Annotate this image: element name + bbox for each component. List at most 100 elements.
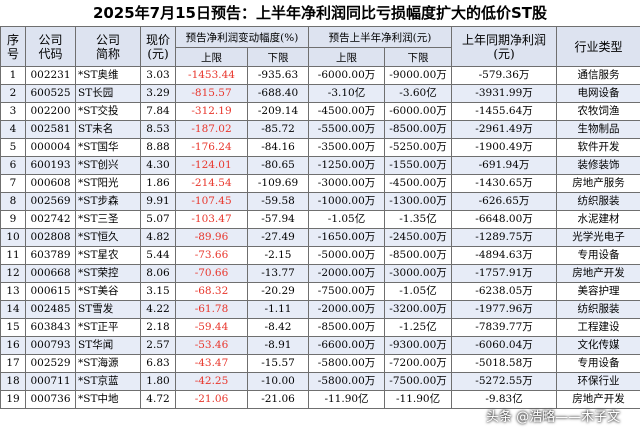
cell-seq: 10 bbox=[0, 228, 26, 247]
cell-profit-upper: -3.10亿 bbox=[308, 84, 386, 103]
cell-change-lower: -10.00 bbox=[246, 372, 310, 391]
cell-code: 002485 bbox=[25, 300, 76, 319]
cell-profit-lower: -1550.00万 bbox=[384, 156, 453, 175]
cell-code: 002569 bbox=[25, 192, 76, 211]
cell-profit-lower: -3.60亿 bbox=[384, 84, 453, 103]
table-row: 7 000608 *ST阳光 1.86 -214.54 -109.69 -3000.00万 -… bbox=[0, 174, 640, 193]
cell-change-lower: -80.65 bbox=[246, 156, 310, 175]
cell-price: 3.29 bbox=[140, 84, 176, 103]
cell-change-upper: -187.02 bbox=[175, 120, 248, 139]
cell-prev-profit: -6238.05万 bbox=[451, 282, 558, 301]
cell-change-upper: -1453.44 bbox=[175, 66, 248, 85]
cell-code: 603789 bbox=[25, 246, 76, 265]
cell-profit-upper: -8500.00万 bbox=[308, 318, 386, 337]
cell-industry: 文化传媒 bbox=[556, 336, 640, 355]
cell-prev-profit: -626.65万 bbox=[451, 192, 558, 211]
header-change-upper: 上限 bbox=[175, 47, 248, 67]
cell-seq: 3 bbox=[0, 102, 26, 121]
cell-code: 002742 bbox=[25, 210, 76, 229]
cell-prev-profit: -1455.64万 bbox=[451, 102, 558, 121]
cell-prev-profit: -2961.49万 bbox=[451, 120, 558, 139]
cell-seq: 9 bbox=[0, 210, 26, 229]
cell-change-lower: -209.14 bbox=[246, 102, 310, 121]
cell-industry: 软件开发 bbox=[556, 138, 640, 157]
cell-industry: 房地产开发 bbox=[556, 390, 640, 409]
cell-name: ST未名 bbox=[75, 120, 141, 139]
table-row: 16 000793 ST华闻 2.57 -53.46 -8.91 -6600.00万 -930… bbox=[0, 336, 640, 355]
cell-change-lower: -59.58 bbox=[246, 192, 310, 211]
cell-price: 1.80 bbox=[140, 372, 176, 391]
header-profit-lower: 下限 bbox=[384, 47, 453, 67]
table-row: 8 002569 *ST步森 9.91 -107.45 -59.58 -1000.00万 -1… bbox=[0, 192, 640, 211]
cell-industry: 装修装饰 bbox=[556, 156, 640, 175]
cell-price: 1.86 bbox=[140, 174, 176, 193]
cell-price: 8.06 bbox=[140, 264, 176, 283]
cell-change-upper: -107.45 bbox=[175, 192, 248, 211]
table-row: 5 000004 *ST国华 8.88 -176.24 -84.16 -3500.00万 -5… bbox=[0, 138, 640, 157]
header-change-lower: 下限 bbox=[246, 47, 310, 67]
cell-price: 4.22 bbox=[140, 300, 176, 319]
cell-change-lower: -20.29 bbox=[246, 282, 310, 301]
cell-profit-lower: -2450.00万 bbox=[384, 228, 453, 247]
cell-change-lower: -21.06 bbox=[246, 390, 310, 409]
header-price: 现价(元) bbox=[140, 26, 176, 67]
cell-seq: 17 bbox=[0, 354, 26, 373]
header-name: 公司简称 bbox=[75, 26, 141, 67]
cell-name: *ST海源 bbox=[75, 354, 141, 373]
cell-profit-lower: -1.05亿 bbox=[384, 282, 453, 301]
cell-name: ST华闻 bbox=[75, 336, 141, 355]
page-title: 2025年7月15日预告：上半年净利润同比亏损幅度扩大的低价ST股 bbox=[92, 4, 548, 22]
cell-change-lower: -8.91 bbox=[246, 336, 310, 355]
cell-change-lower: -27.49 bbox=[246, 228, 310, 247]
cell-name: *ST阳光 bbox=[75, 174, 141, 193]
header-profit-upper: 上限 bbox=[308, 47, 386, 67]
cell-change-upper: -312.19 bbox=[175, 102, 248, 121]
st-forecast-table: 序号 公司代码 公司简称 现价(元) 预告净利润变动幅度(%) 预告上半年净利润… bbox=[0, 26, 640, 409]
cell-industry: 通信服务 bbox=[556, 66, 640, 85]
table-row: 10 002808 *ST恒久 4.82 -89.96 -27.49 -1650.00万 -2… bbox=[0, 228, 640, 247]
cell-industry: 农牧饲渔 bbox=[556, 102, 640, 121]
header-industry: 行业类型 bbox=[556, 26, 640, 67]
cell-prev-profit: -7839.77万 bbox=[451, 318, 558, 337]
cell-name: *ST正平 bbox=[75, 318, 141, 337]
cell-change-upper: -103.47 bbox=[175, 210, 248, 229]
table-row: 18 000711 *ST京蓝 1.80 -42.25 -10.00 -5800.00万 -7… bbox=[0, 372, 640, 391]
cell-name: *ST京蓝 bbox=[75, 372, 141, 391]
cell-change-upper: -53.46 bbox=[175, 336, 248, 355]
cell-code: 000004 bbox=[25, 138, 76, 157]
cell-code: 000711 bbox=[25, 372, 76, 391]
cell-profit-lower: -3000.00万 bbox=[384, 264, 453, 283]
cell-code: 002200 bbox=[25, 102, 76, 121]
cell-profit-upper: -4500.00万 bbox=[308, 102, 386, 121]
cell-profit-lower: -7500.00万 bbox=[384, 372, 453, 391]
cell-change-upper: -43.47 bbox=[175, 354, 248, 373]
cell-name: *ST奥维 bbox=[75, 66, 141, 85]
cell-prev-profit: -1900.49万 bbox=[451, 138, 558, 157]
cell-prev-profit: -3931.99万 bbox=[451, 84, 558, 103]
cell-industry: 美容护理 bbox=[556, 282, 640, 301]
cell-profit-upper: -1250.00万 bbox=[308, 156, 386, 175]
table-row: 1 002231 *ST奥维 3.03 -1453.44 -935.63 -6000.00万… bbox=[0, 66, 640, 85]
cell-seq: 12 bbox=[0, 264, 26, 283]
cell-price: 5.44 bbox=[140, 246, 176, 265]
cell-change-lower: -8.42 bbox=[246, 318, 310, 337]
cell-name: *ST三圣 bbox=[75, 210, 141, 229]
watermark: 头条 @浩略——木子文 bbox=[486, 410, 621, 425]
header-seq: 序号 bbox=[0, 26, 26, 67]
cell-industry: 专用设备 bbox=[556, 246, 640, 265]
cell-prev-profit: -6060.04万 bbox=[451, 336, 558, 355]
cell-change-lower: -85.72 bbox=[246, 120, 310, 139]
cell-prev-profit: -5018.58万 bbox=[451, 354, 558, 373]
cell-price: 3.03 bbox=[140, 66, 176, 85]
table-row: 2 600525 ST长园 3.29 -815.57 -688.40 -3.10亿 -3.60… bbox=[0, 84, 640, 103]
cell-profit-lower: -6000.00万 bbox=[384, 102, 453, 121]
cell-code: 000736 bbox=[25, 390, 76, 409]
cell-industry: 生物制品 bbox=[556, 120, 640, 139]
cell-name: *ST创兴 bbox=[75, 156, 141, 175]
cell-seq: 5 bbox=[0, 138, 26, 157]
cell-prev-profit: -1977.96万 bbox=[451, 300, 558, 319]
cell-price: 4.82 bbox=[140, 228, 176, 247]
cell-seq: 7 bbox=[0, 174, 26, 193]
cell-profit-upper: -3500.00万 bbox=[308, 138, 386, 157]
cell-industry: 环保行业 bbox=[556, 372, 640, 391]
